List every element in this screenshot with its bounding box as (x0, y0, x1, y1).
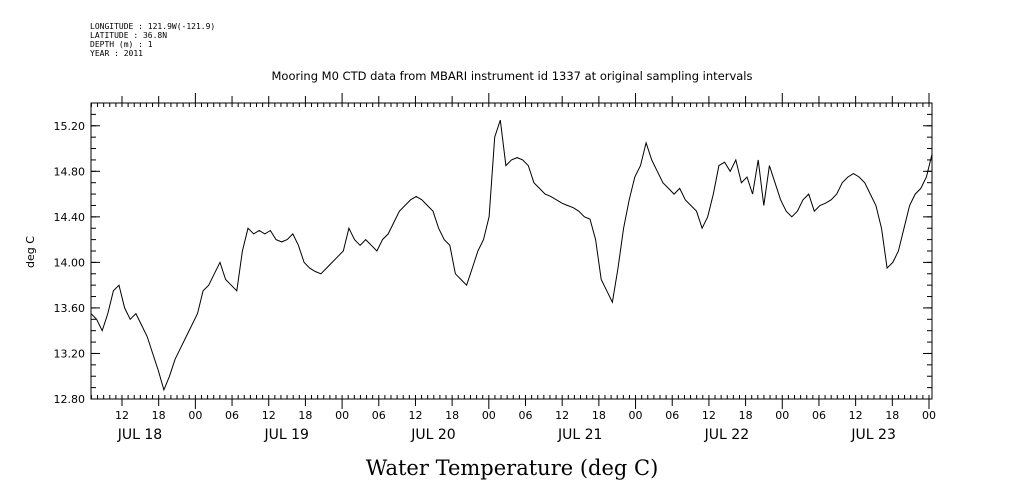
x-date-label: JUL 21 (557, 427, 602, 443)
x-hour-label: 00 (335, 409, 349, 422)
y-tick-label: 15.20 (54, 120, 86, 133)
x-tick-labels: 12 18 00 06 12 18 00 06 12 18 00 06 12 18 00 06 12 18 00 06… (115, 409, 936, 422)
y-tick-label: 13.60 (54, 302, 86, 315)
y-axis-label: deg C (24, 236, 37, 268)
y-tick-label: 14.80 (54, 165, 86, 178)
x-hour-label: 00 (482, 409, 496, 422)
x-hour-label: 00 (775, 409, 789, 422)
x-hour-label: 06 (665, 409, 679, 422)
longitude-label: LONGITUDE : 121.9W(-121.9) (90, 22, 216, 31)
x-date-label: JUL 23 (850, 427, 895, 443)
plot-frame (90, 102, 933, 400)
x-hour-label: 18 (152, 409, 166, 422)
x-hour-label: 00 (629, 409, 643, 422)
x-date-labels: JUL 18 JUL 19 JUL 20 JUL 21 JUL 22 JUL 23 (117, 427, 896, 443)
x-hour-label: 00 (188, 409, 202, 422)
series-line (90, 119, 933, 392)
x-hour-label: 12 (555, 409, 569, 422)
x-hour-label: 18 (592, 409, 606, 422)
x-hour-label: 00 (922, 409, 936, 422)
x-hour-label: 12 (115, 409, 129, 422)
x-date-label: JUL 18 (117, 427, 162, 443)
y-tick-labels: 12.80 13.20 13.60 14.00 14.40 14.80 15.20 (54, 120, 86, 406)
x-hour-label: 18 (739, 409, 753, 422)
x-hour-label: 06 (519, 409, 533, 422)
depth-label: DEPTH (m) : 1 (90, 40, 153, 49)
x-hour-label: 12 (702, 409, 716, 422)
x-hour-label: 18 (445, 409, 459, 422)
x-hour-label: 12 (262, 409, 276, 422)
y-tick-label: 12.80 (54, 393, 86, 406)
chart-title: Mooring M0 CTD data from MBARI instrumen… (272, 69, 753, 83)
y-tick-label: 14.40 (54, 211, 86, 224)
y-tick-label: 14.00 (54, 256, 86, 269)
x-axis-label: Water Temperature (deg C) (366, 456, 659, 480)
x-hour-label: 06 (225, 409, 239, 422)
x-hour-label: 06 (372, 409, 386, 422)
x-hour-label: 18 (885, 409, 899, 422)
x-date-label: JUL 22 (704, 427, 749, 443)
year-label: YEAR : 2011 (90, 49, 143, 58)
x-hour-label: 12 (849, 409, 863, 422)
x-hour-label: 12 (408, 409, 422, 422)
x-date-label: JUL 19 (264, 427, 309, 443)
latitude-label: LATITUDE : 36.8N (90, 31, 168, 40)
x-hour-label: 06 (812, 409, 826, 422)
y-tick-label: 13.20 (54, 347, 86, 360)
x-date-label: JUL 20 (410, 427, 455, 443)
axis-ticks (90, 93, 932, 409)
x-hour-label: 18 (298, 409, 312, 422)
mooring-metadata: LONGITUDE : 121.9W(-121.9) LATITUDE : 36.… (90, 22, 215, 58)
